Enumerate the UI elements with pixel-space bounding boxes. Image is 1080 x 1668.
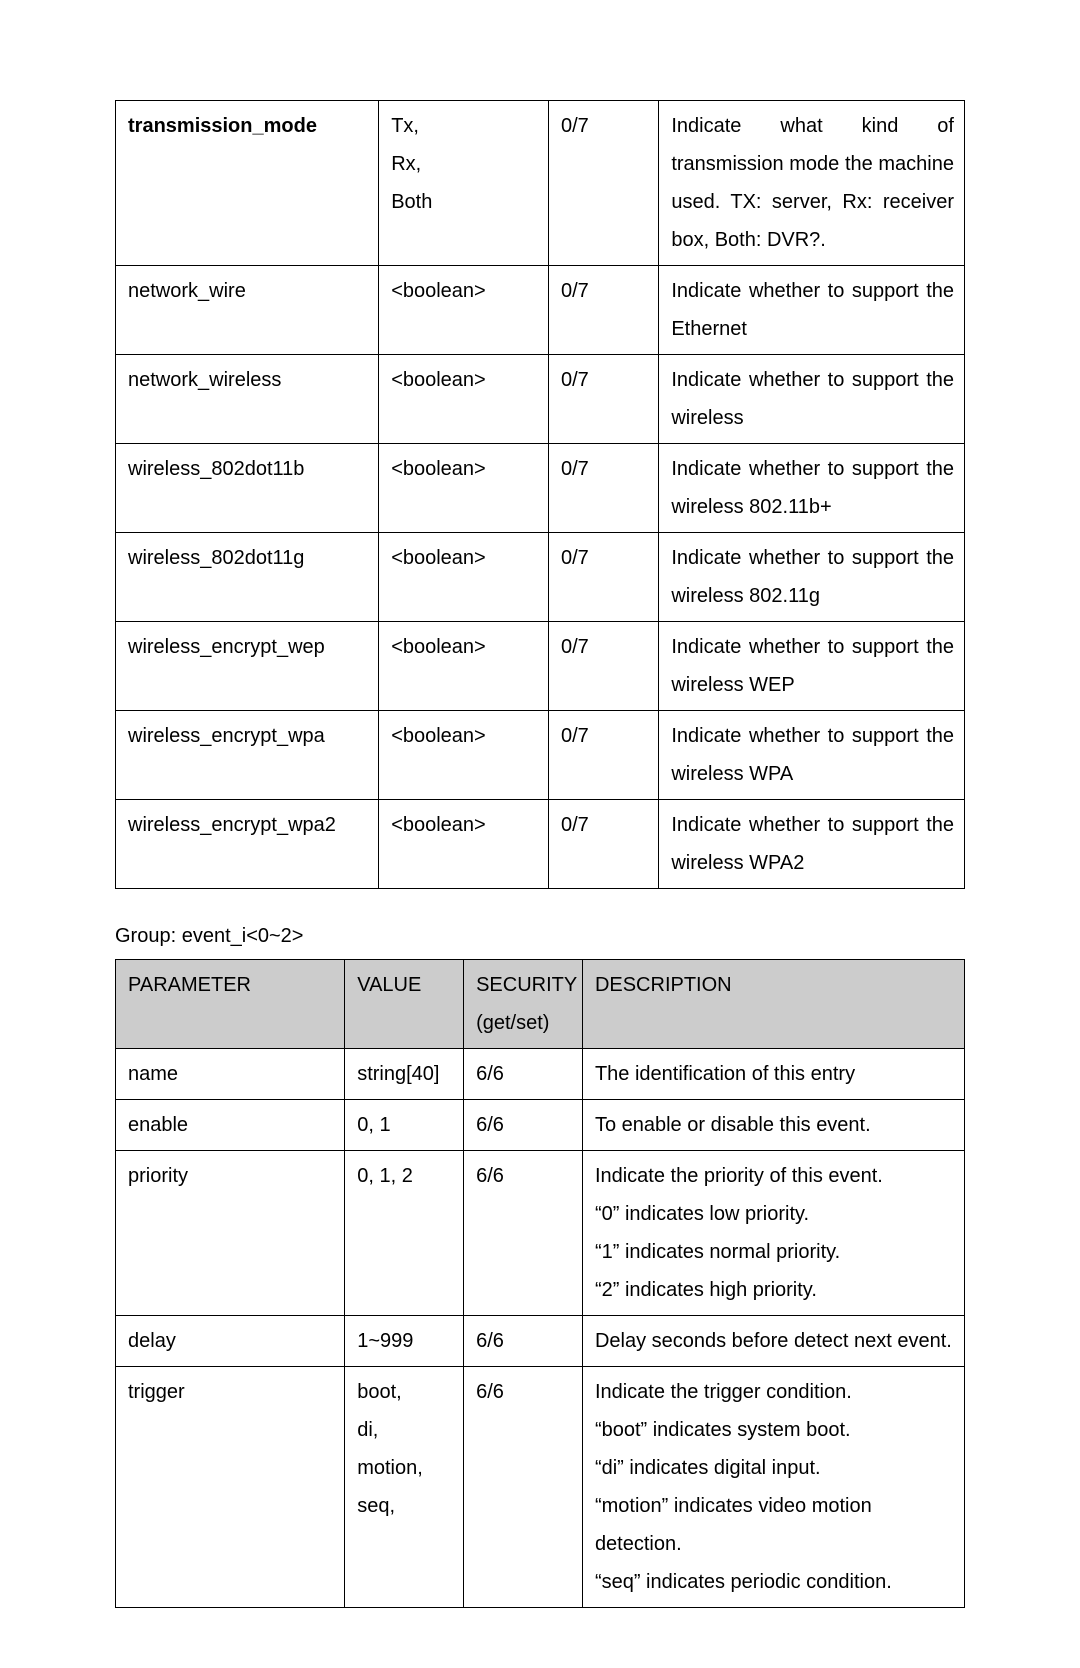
- cell-security: 0/7: [548, 355, 658, 444]
- cell-value: <boolean>: [379, 444, 549, 533]
- cell-value: <boolean>: [379, 800, 549, 889]
- cell-description: Indicate what kind of transmission mode …: [659, 101, 965, 266]
- cell-parameter: transmission_mode: [116, 101, 379, 266]
- cell-description: Indicate whether to support the wireless: [659, 355, 965, 444]
- cell-parameter: wireless_encrypt_wpa2: [116, 800, 379, 889]
- cell-value: boot,di,motion,seq,: [345, 1367, 464, 1608]
- cell-description: The identification of this entry: [582, 1049, 964, 1100]
- table-row: network_wireless<boolean>0/7Indicate whe…: [116, 355, 965, 444]
- cell-value: <boolean>: [379, 266, 549, 355]
- table-header-row: PARAMETER VALUE SECURITY (get/set) DESCR…: [116, 960, 965, 1049]
- cell-parameter: wireless_802dot11b: [116, 444, 379, 533]
- table-row: transmission_modeTx,Rx,Both0/7Indicate w…: [116, 101, 965, 266]
- cell-description: To enable or disable this event.: [582, 1100, 964, 1151]
- cell-value: Tx,Rx,Both: [379, 101, 549, 266]
- table-row: wireless_encrypt_wpa<boolean>0/7Indicate…: [116, 711, 965, 800]
- cell-description: Indicate whether to support the wireless…: [659, 800, 965, 889]
- table-row: wireless_encrypt_wpa2<boolean>0/7Indicat…: [116, 800, 965, 889]
- table-row: wireless_encrypt_wep<boolean>0/7Indicate…: [116, 622, 965, 711]
- cell-description: Indicate whether to support the Ethernet: [659, 266, 965, 355]
- cell-security: 0/7: [548, 533, 658, 622]
- cell-description: Indicate the priority of this event.“0” …: [582, 1151, 964, 1316]
- cell-description: Delay seconds before detect next event.: [582, 1316, 964, 1367]
- col-header-security-line1: SECURITY: [476, 974, 577, 996]
- table-row: priority0, 1, 26/6Indicate the priority …: [116, 1151, 965, 1316]
- cell-parameter: delay: [116, 1316, 345, 1367]
- cell-value: <boolean>: [379, 533, 549, 622]
- col-header-description: DESCRIPTION: [582, 960, 964, 1049]
- col-header-security-line2: (get/set): [476, 1012, 549, 1034]
- cell-parameter: network_wireless: [116, 355, 379, 444]
- cell-value: <boolean>: [379, 355, 549, 444]
- cell-description: Indicate whether to support the wireless…: [659, 711, 965, 800]
- cell-parameter: wireless_802dot11g: [116, 533, 379, 622]
- cell-description: Indicate the trigger condition.“boot” in…: [582, 1367, 964, 1608]
- cell-parameter: trigger: [116, 1367, 345, 1608]
- table-row: namestring[40]6/6The identification of t…: [116, 1049, 965, 1100]
- cell-parameter: priority: [116, 1151, 345, 1316]
- cell-security: 6/6: [464, 1316, 583, 1367]
- table-row: enable0, 16/6To enable or disable this e…: [116, 1100, 965, 1151]
- cell-security: 0/7: [548, 800, 658, 889]
- cell-security: 0/7: [548, 266, 658, 355]
- col-header-value: VALUE: [345, 960, 464, 1049]
- cell-security: 6/6: [464, 1049, 583, 1100]
- cell-description: Indicate whether to support the wireless…: [659, 622, 965, 711]
- group-label: Group: event_i<0~2>: [115, 917, 965, 955]
- table-row: wireless_802dot11g<boolean>0/7Indicate w…: [116, 533, 965, 622]
- table-row: network_wire<boolean>0/7Indicate whether…: [116, 266, 965, 355]
- table-row: delay1~9996/6Delay seconds before detect…: [116, 1316, 965, 1367]
- col-header-parameter: PARAMETER: [116, 960, 345, 1049]
- cell-value: <boolean>: [379, 622, 549, 711]
- cell-parameter: wireless_encrypt_wpa: [116, 711, 379, 800]
- table-row: wireless_802dot11b<boolean>0/7Indicate w…: [116, 444, 965, 533]
- cell-value: 0, 1, 2: [345, 1151, 464, 1316]
- cell-value: 0, 1: [345, 1100, 464, 1151]
- cell-description: Indicate whether to support the wireless…: [659, 444, 965, 533]
- cell-parameter: wireless_encrypt_wep: [116, 622, 379, 711]
- cell-security: 0/7: [548, 622, 658, 711]
- cell-value: <boolean>: [379, 711, 549, 800]
- cell-value: 1~999: [345, 1316, 464, 1367]
- col-header-security: SECURITY (get/set): [464, 960, 583, 1049]
- table-transmission: transmission_modeTx,Rx,Both0/7Indicate w…: [115, 100, 965, 889]
- cell-parameter: network_wire: [116, 266, 379, 355]
- cell-description: Indicate whether to support the wireless…: [659, 533, 965, 622]
- cell-parameter: name: [116, 1049, 345, 1100]
- cell-parameter: enable: [116, 1100, 345, 1151]
- cell-security: 0/7: [548, 444, 658, 533]
- cell-value: string[40]: [345, 1049, 464, 1100]
- cell-security: 0/7: [548, 711, 658, 800]
- cell-security: 0/7: [548, 101, 658, 266]
- table-row: triggerboot,di,motion,seq,6/6Indicate th…: [116, 1367, 965, 1608]
- cell-security: 6/6: [464, 1367, 583, 1608]
- cell-security: 6/6: [464, 1100, 583, 1151]
- cell-security: 6/6: [464, 1151, 583, 1316]
- table-event: PARAMETER VALUE SECURITY (get/set) DESCR…: [115, 959, 965, 1608]
